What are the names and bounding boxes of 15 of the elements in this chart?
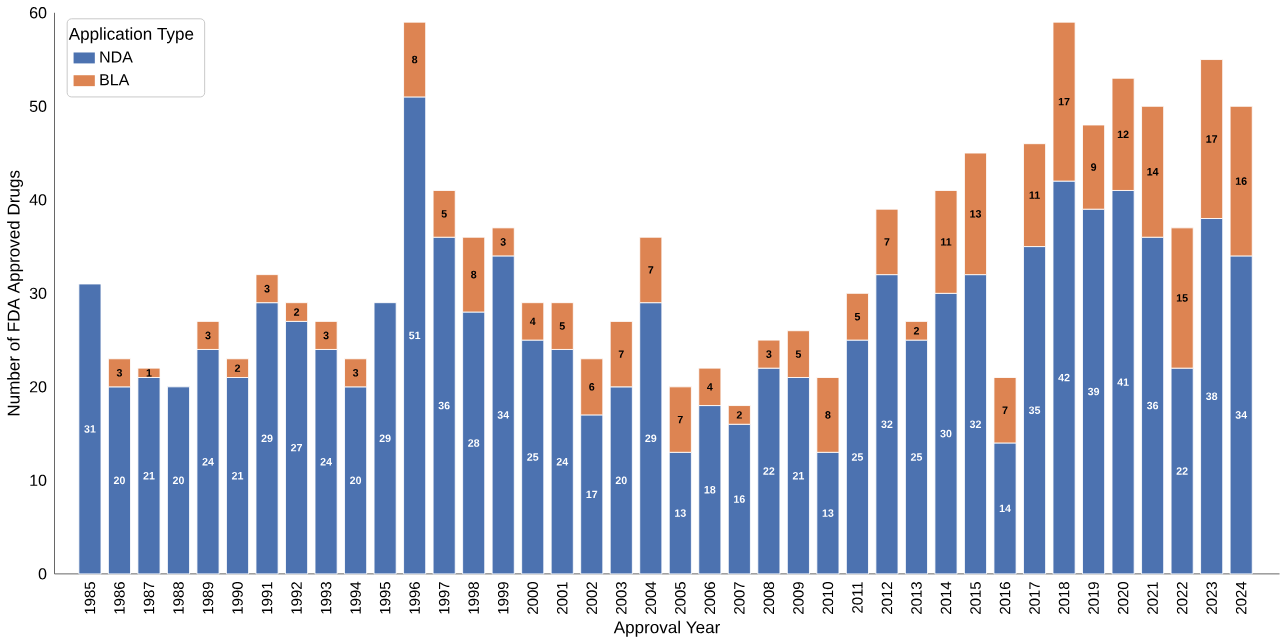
bar [78,283,102,575]
y-tick-label: 50 [29,100,47,113]
y-axis-title: Number of FDA Approved Drugs [7,170,24,416]
y-tick-label: 40 [29,194,47,206]
legend-title: Application Type [68,27,194,44]
legend-label: BLA [100,74,130,86]
y-tick-label: 60 [29,7,47,19]
x-axis-title: Approval Year [613,620,721,637]
y-tick-label: 0 [38,568,47,580]
bar [166,386,190,575]
y-tick-label: 20 [29,381,47,393]
bar [373,302,397,575]
legend-label: NDA [100,51,133,63]
y-tick-label: 10 [30,474,47,487]
y-tick-label: 30 [29,287,47,300]
